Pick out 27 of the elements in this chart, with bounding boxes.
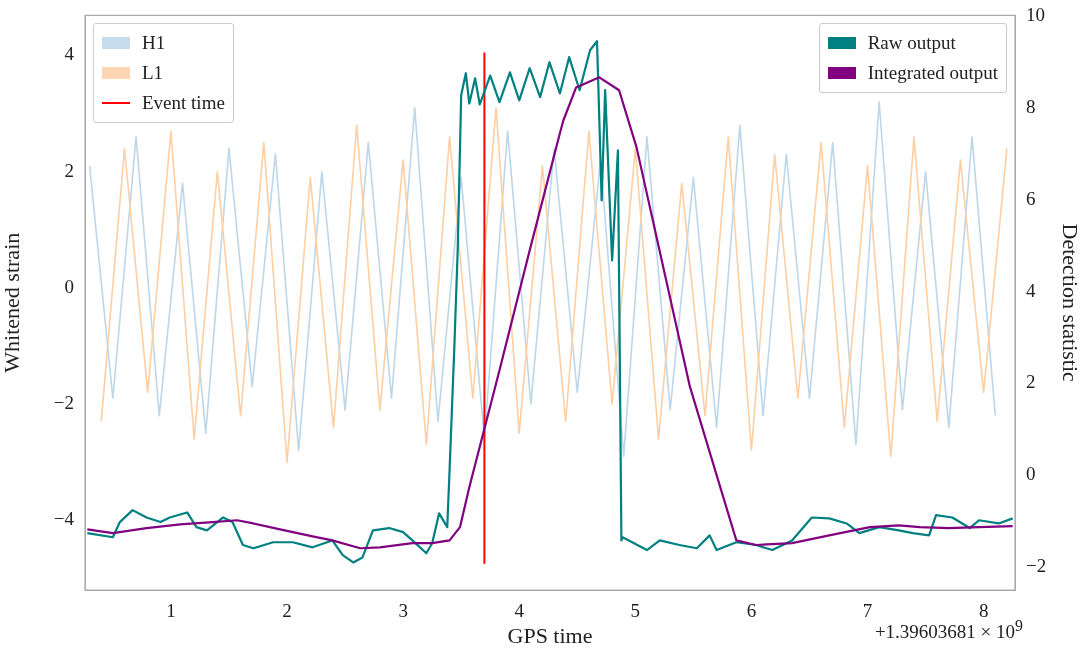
y-tick-label: −4 (53, 508, 75, 530)
y2-tick-label: 0 (1026, 463, 1036, 485)
y-axis-title: Whitened strain (0, 232, 24, 373)
y2-tick-label: 10 (1026, 4, 1045, 26)
x-tick-label: 6 (746, 600, 757, 622)
x-tick-label: 7 (862, 600, 873, 622)
y-tick-label: 0 (64, 275, 74, 297)
x-tick-label: 4 (514, 600, 525, 622)
y2-tick-label: 4 (1026, 279, 1036, 301)
x-tick-label: 5 (630, 600, 641, 622)
y-tick-label: 2 (64, 159, 74, 181)
y2-tick-label: −2 (1026, 555, 1047, 577)
legend-label: Event time (142, 92, 225, 114)
x-axis-title: GPS time (507, 622, 593, 648)
y2-axis-title: Detection statistic (1058, 223, 1082, 383)
legend-label: L1 (142, 62, 164, 84)
x-tick-label: 1 (166, 600, 176, 622)
y-tick-label: −2 (53, 392, 74, 414)
y2-tick-label: 2 (1026, 371, 1036, 393)
legend-label: Raw output (867, 32, 956, 54)
legend-label: H1 (142, 32, 166, 54)
x-tick-label: 3 (398, 600, 408, 622)
x-tick-label: 2 (282, 600, 292, 622)
y-tick-label: 4 (64, 43, 75, 65)
legend-label: Integrated output (867, 62, 998, 84)
y2-tick-label: 8 (1026, 96, 1036, 118)
y2-tick-label: 6 (1026, 187, 1036, 209)
